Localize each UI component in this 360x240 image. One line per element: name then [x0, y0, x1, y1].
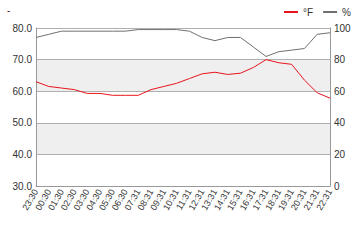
svg-text:14:31: 14:31 — [212, 187, 233, 212]
svg-text:20: 20 — [334, 149, 346, 160]
svg-text:16:31: 16:31 — [237, 187, 258, 212]
svg-text:17:31: 17:31 — [250, 187, 271, 212]
svg-text:00:30: 00:30 — [33, 187, 54, 212]
svg-text:18:31: 18:31 — [263, 187, 284, 212]
svg-text:01:30: 01:30 — [46, 187, 66, 212]
svg-text:30.0: 30.0 — [12, 180, 32, 192]
svg-text:12:31: 12:31 — [186, 187, 207, 212]
svg-text:23:30: 23:30 — [20, 187, 41, 212]
svg-text:15:31: 15:31 — [224, 187, 245, 212]
svg-text:80.0: 80.0 — [13, 23, 33, 34]
svg-text:40.0: 40.0 — [13, 149, 33, 160]
svg-text:60: 60 — [334, 86, 346, 97]
svg-text:22:31: 22:31 — [314, 187, 334, 211]
svg-text:10:31: 10:31 — [161, 187, 181, 212]
svg-text:11:31: 11:31 — [174, 187, 194, 212]
svg-text:21:31: 21:31 — [301, 187, 322, 212]
svg-text:40: 40 — [334, 117, 346, 128]
svg-text:08:31: 08:31 — [135, 187, 156, 212]
svg-text:13:31: 13:31 — [199, 187, 220, 212]
svg-text:07:31: 07:31 — [122, 187, 143, 212]
svg-text:°F: °F — [303, 7, 313, 18]
svg-text:05:30: 05:30 — [97, 187, 117, 212]
svg-text:80: 80 — [334, 54, 346, 65]
svg-text:02:30: 02:30 — [58, 187, 79, 212]
svg-text:50.0: 50.0 — [13, 117, 33, 128]
svg-text:04:30: 04:30 — [84, 187, 105, 212]
svg-text:%: % — [342, 7, 351, 18]
svg-text:19:31: 19:31 — [276, 187, 296, 212]
svg-text:0: 0 — [334, 181, 340, 192]
svg-text:60.0: 60.0 — [13, 86, 33, 97]
svg-text:06:30: 06:30 — [109, 187, 130, 212]
svg-text:03:30: 03:30 — [71, 187, 92, 212]
svg-text:20:31: 20:31 — [288, 187, 309, 212]
svg-text:-: - — [7, 5, 10, 16]
svg-text:09:31: 09:31 — [148, 187, 169, 212]
svg-text:70.0: 70.0 — [13, 54, 33, 65]
svg-text:100: 100 — [334, 23, 351, 34]
